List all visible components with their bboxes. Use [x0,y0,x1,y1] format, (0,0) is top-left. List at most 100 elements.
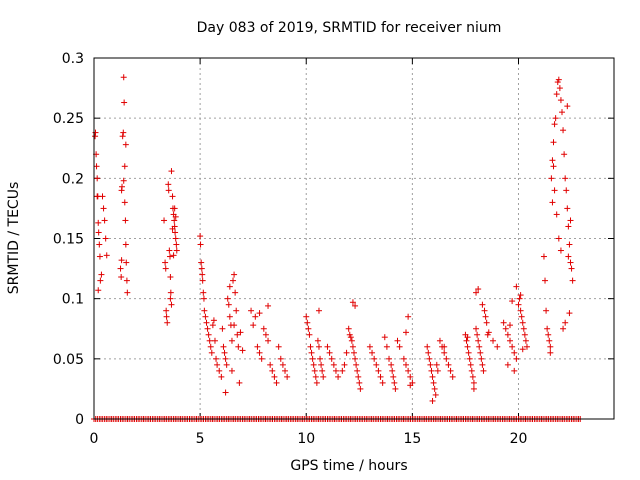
x-axis-label: GPS time / hours [290,458,407,474]
data-point [124,289,131,296]
data-point [97,277,104,284]
data-point [502,325,509,332]
data-point [173,241,180,248]
data-point [467,361,474,368]
data-point [509,298,516,305]
plot-frame [93,57,615,420]
data-point [428,367,435,374]
data-point [523,343,530,350]
data-point [339,367,346,374]
data-point [351,349,357,356]
data-point [547,349,554,356]
data-point [205,331,212,338]
data-point [167,295,174,302]
data-point [171,217,178,224]
data-point [560,127,567,134]
data-point [319,367,326,374]
data-point [481,307,488,314]
data-point [199,277,206,284]
data-point [569,277,576,284]
data-point [121,163,128,170]
data-point [164,319,171,326]
data-point [173,247,180,254]
data-point [552,115,559,122]
data-point [548,175,555,182]
data-point [271,373,278,380]
data-point [208,349,215,356]
data-point [213,355,220,362]
data-point [353,361,360,368]
data-point [369,349,376,356]
data-point [236,379,243,386]
data-point [166,253,173,260]
data-point [304,319,311,326]
data-point [343,349,350,356]
data-point [226,313,233,320]
data-point [563,187,570,194]
data-point [429,373,436,380]
data-point [318,361,325,368]
data-point [315,307,322,314]
x-tick-label: 5 [196,431,205,447]
data-point [167,289,174,296]
data-point [262,331,269,338]
data-point [568,265,575,272]
data-point [559,109,565,116]
data-point [441,343,448,350]
data-point [313,379,320,386]
x-tick-label: 10 [297,431,315,447]
data-point [206,337,213,344]
data-point [197,241,204,248]
data-point [324,343,331,350]
x-tick-label: 0 [90,431,99,447]
data-point [371,355,378,362]
data-point [199,271,206,278]
data-point [347,334,354,341]
data-point [555,235,562,242]
data-point [220,343,227,350]
data-point [407,373,414,380]
data-point [545,331,552,338]
data-point [165,181,172,188]
data-point [221,349,228,356]
data-point [557,247,564,254]
data-point [405,367,412,374]
data-point [312,373,319,380]
y-tick-label: 0.2 [62,171,84,187]
data-point [475,337,482,344]
y-tick-label: 0.1 [62,292,84,308]
data-point [550,139,557,146]
data-point [443,355,450,362]
data-point [356,379,363,386]
data-point [265,337,272,344]
data-point [237,329,244,336]
data-point [120,74,127,81]
data-point [200,295,207,302]
data-point [515,301,522,308]
data-point [466,355,473,362]
x-tick-label: 15 [403,431,421,447]
data-point [511,349,518,356]
data-point [522,337,529,344]
data-point [92,129,99,136]
data-point [172,213,179,220]
data-point [555,76,562,83]
data-point [390,373,397,380]
data-point [544,325,551,332]
data-point [219,325,226,332]
data-point [392,385,399,392]
data-point [169,193,176,200]
data-point [118,274,125,281]
data-point [483,319,490,326]
data-point [122,217,129,224]
data-point [202,313,209,320]
data-point [120,129,127,136]
data-point [425,349,432,356]
data-point [122,141,129,148]
data-point [103,252,110,259]
data-point [464,343,471,350]
data-point [431,385,438,392]
data-point [516,295,523,302]
data-point [228,367,235,374]
data-point [518,313,525,320]
